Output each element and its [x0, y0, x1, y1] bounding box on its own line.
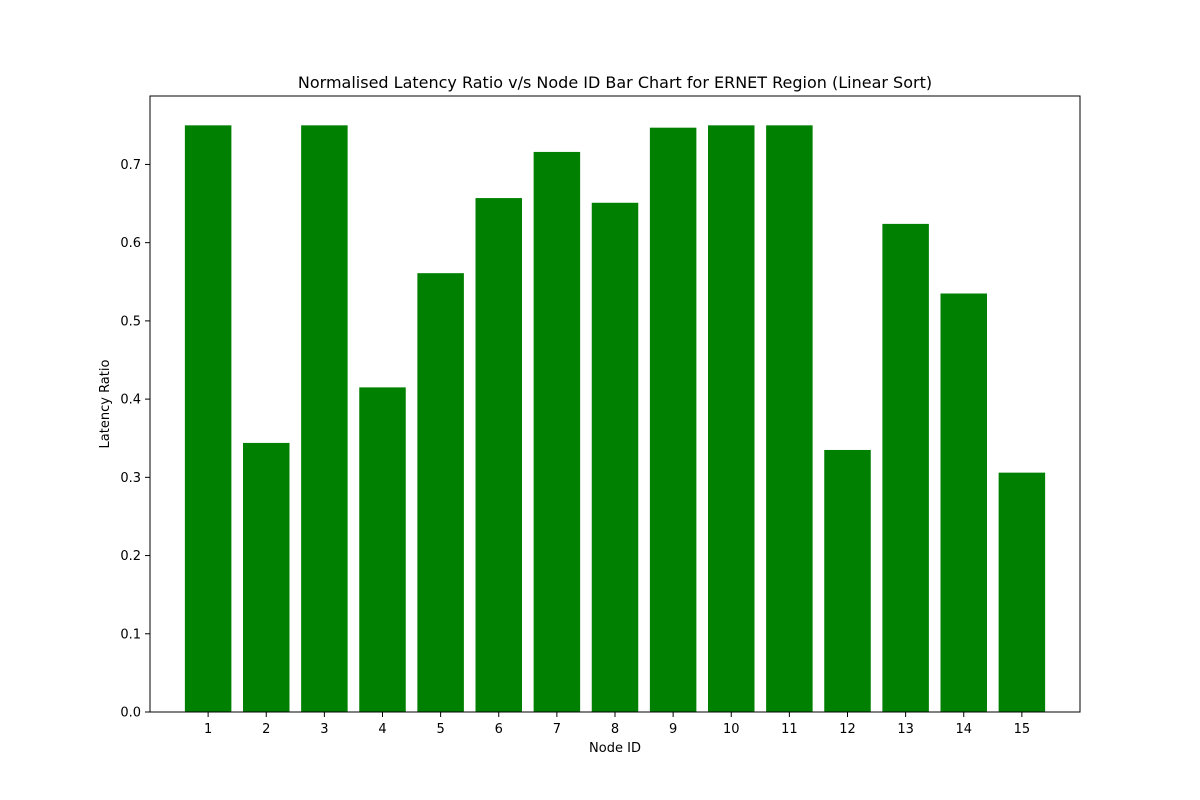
bar-node-7: [533, 151, 581, 712]
x-tick-label: 4: [378, 722, 386, 737]
bar-node-1: [184, 125, 232, 712]
y-tick-label: 0.5: [120, 314, 141, 329]
x-tick-label: 5: [436, 722, 444, 737]
y-tick-label: 0.0: [120, 706, 141, 721]
x-tick-label: 9: [669, 722, 677, 737]
y-tick-label: 0.7: [120, 158, 141, 173]
bar-node-8: [591, 202, 639, 712]
bar-node-13: [882, 223, 929, 712]
x-axis: 1 2 3 4 5 6 7 8 9 10 11 12 13 14 15: [204, 712, 1030, 737]
bar-node-5: [417, 273, 464, 712]
y-tick-label: 0.6: [120, 236, 141, 251]
x-tick-label: 8: [611, 722, 619, 737]
bar-node-6: [475, 198, 522, 712]
bar-node-10: [708, 125, 755, 712]
chart-title: Normalised Latency Ratio v/s Node ID Bar…: [298, 73, 932, 92]
bars-group: [184, 125, 1046, 713]
x-tick-label: 12: [839, 722, 856, 737]
x-tick-label: 1: [204, 722, 212, 737]
bar-node-3: [301, 125, 348, 712]
bar-node-11: [766, 125, 813, 712]
y-axis: 0.0 0.1 0.2 0.3 0.4 0.5 0.6 0.7: [120, 158, 150, 721]
bar-node-14: [940, 293, 987, 712]
y-tick-label: 0.3: [120, 471, 141, 486]
x-tick-label: 3: [320, 722, 328, 737]
bar-node-2: [243, 442, 290, 712]
x-tick-label: 2: [262, 722, 270, 737]
plot-frame: [149, 95, 1081, 713]
bar-node-9: [649, 127, 697, 713]
x-tick-label: 10: [723, 722, 740, 737]
y-axis-label: Latency Ratio: [98, 360, 113, 449]
x-tick-label: 13: [897, 722, 914, 737]
bar-node-12: [824, 449, 871, 712]
bar-node-4: [359, 387, 406, 712]
bar-node-15: [998, 472, 1046, 712]
y-tick-label: 0.1: [120, 627, 141, 642]
x-tick-label: 14: [955, 722, 972, 737]
x-tick-label: 6: [495, 722, 503, 737]
x-tick-label: 7: [553, 722, 561, 737]
y-tick-label: 0.4: [120, 393, 141, 408]
x-tick-label: 11: [781, 722, 798, 737]
x-axis-label: Node ID: [589, 741, 641, 756]
x-tick-label: 15: [1014, 722, 1031, 737]
y-tick-label: 0.2: [120, 549, 141, 564]
